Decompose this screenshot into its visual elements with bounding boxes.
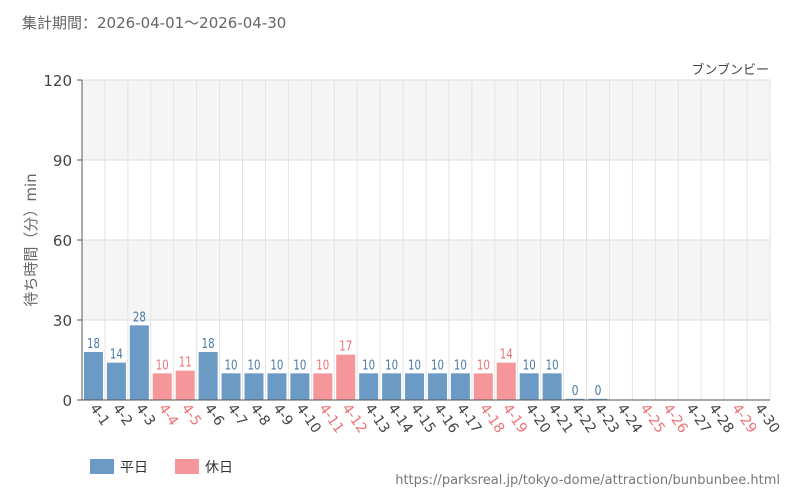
legend-label-holiday: 休日 [205, 460, 233, 476]
value-label-4-5: 11 [179, 356, 192, 371]
x-tick-labels: 4-14-24-34-44-54-64-74-84-94-104-114-124… [86, 401, 782, 436]
bar-4-22 [565, 398, 585, 400]
value-label-4-8: 10 [248, 358, 261, 373]
bar-4-1 [83, 352, 103, 400]
x-tick-label-4-27: 4-27 [682, 401, 713, 436]
value-label-4-20: 10 [523, 358, 536, 373]
x-tick-label-4-30: 4-30 [751, 401, 782, 436]
x-tick-label-4-17: 4-17 [453, 401, 484, 436]
value-label-4-21: 10 [546, 358, 559, 373]
y-tick-label: 0 [62, 392, 72, 410]
bar-4-2 [106, 362, 126, 400]
value-label-4-18: 10 [477, 358, 490, 373]
x-tick-label-4-25: 4-25 [637, 401, 668, 436]
x-tick-label-4-19: 4-19 [499, 401, 530, 436]
bar-4-10 [290, 373, 310, 400]
legend-swatch-holiday [175, 459, 199, 474]
x-tick-label-4-7: 4-7 [224, 401, 250, 429]
x-tick-label-4-15: 4-15 [407, 401, 438, 436]
bar-4-8 [244, 373, 264, 400]
value-label-4-4: 10 [156, 358, 169, 373]
value-label-4-16: 10 [431, 358, 444, 373]
value-label-4-2: 14 [110, 348, 123, 363]
x-tick-label-4-29: 4-29 [728, 401, 759, 436]
legend-label-weekday: 平日 [120, 460, 148, 476]
y-tick-labels: 0 30 60 90 120 [43, 72, 72, 410]
value-label-4-3: 28 [133, 310, 146, 325]
x-tick-label-4-2: 4-2 [109, 401, 135, 429]
bar-4-3 [129, 325, 149, 400]
x-tick-label-4-11: 4-11 [316, 401, 347, 436]
value-label-4-14: 10 [385, 358, 398, 373]
x-tick-label-4-16: 4-16 [430, 401, 461, 436]
y-tick-label: 90 [53, 152, 72, 170]
x-tick-label-4-13: 4-13 [361, 401, 392, 436]
x-tick-label-4-24: 4-24 [614, 401, 645, 436]
x-tick-label-4-6: 4-6 [201, 401, 227, 429]
bar-4-5 [175, 370, 195, 400]
value-label-4-19: 14 [500, 348, 513, 363]
x-tick-label-4-18: 4-18 [476, 401, 507, 436]
value-label-4-23: 0 [595, 384, 602, 399]
bar-4-14 [382, 373, 402, 400]
bar-4-16 [427, 373, 447, 400]
bar-4-17 [450, 373, 470, 400]
y-axis-label: 待ち時間（分）min [22, 173, 40, 306]
bars-group [83, 325, 608, 400]
y-tick-label: 120 [43, 72, 72, 90]
bar-4-15 [405, 373, 425, 400]
y-tick-label: 60 [53, 232, 72, 250]
value-label-4-11: 10 [316, 358, 329, 373]
value-label-4-12: 17 [339, 340, 352, 355]
x-tick-label-4-12: 4-12 [338, 401, 369, 436]
value-label-4-13: 10 [362, 358, 375, 373]
x-tick-label-4-21: 4-21 [545, 401, 576, 436]
bar-4-19 [496, 362, 516, 400]
x-tick-label-4-14: 4-14 [384, 401, 415, 436]
x-tick-label-4-5: 4-5 [178, 401, 204, 429]
bar-4-4 [152, 373, 172, 400]
value-label-4-7: 10 [225, 358, 238, 373]
x-tick-label-4-8: 4-8 [247, 401, 273, 429]
period-label: 集計期間：2026-04-01～2026-04-30 [22, 14, 287, 32]
axes-group [81, 80, 770, 401]
value-labels-group: 18 14 28 10 11 18 10 10 10 10 10 17 10 10 10 10 10 10 14 10… [87, 310, 602, 398]
bar-4-6 [198, 352, 218, 400]
y-tick-label: 30 [53, 312, 72, 330]
x-tick-label-4-4: 4-4 [155, 401, 181, 429]
bar-4-13 [359, 373, 379, 400]
x-tick-label-4-26: 4-26 [660, 401, 691, 436]
value-label-4-9: 10 [270, 358, 283, 373]
x-tick-label-4-20: 4-20 [522, 401, 553, 436]
bar-4-9 [267, 373, 287, 400]
value-label-4-6: 18 [202, 337, 215, 352]
x-tick-label-4-9: 4-9 [270, 401, 296, 429]
value-label-4-1: 18 [87, 337, 100, 352]
bar-4-11 [313, 373, 333, 400]
legend-swatch-weekday [90, 459, 114, 474]
bar-4-21 [542, 373, 562, 400]
bar-4-18 [473, 373, 493, 400]
x-tick-label-4-23: 4-23 [591, 401, 622, 436]
value-label-4-15: 10 [408, 358, 421, 373]
x-tick-label-4-10: 4-10 [293, 401, 324, 436]
value-label-4-22: 0 [572, 384, 579, 399]
legend: 平日 休日 [90, 459, 233, 476]
chart-title: ブンブンビー [691, 62, 769, 78]
value-label-4-10: 10 [293, 358, 306, 373]
bar-4-23 [588, 398, 608, 400]
x-tick-label-4-22: 4-22 [568, 401, 599, 436]
value-label-4-17: 10 [454, 358, 467, 373]
x-tick-label-4-1: 4-1 [86, 401, 112, 429]
x-tick-label-4-3: 4-3 [132, 401, 158, 429]
bar-4-20 [519, 373, 539, 400]
bar-4-12 [336, 354, 356, 400]
source-url: https://parksreal.jp/tokyo-dome/attracti… [395, 473, 780, 488]
x-tick-label-4-28: 4-28 [705, 401, 736, 436]
bar-4-7 [221, 373, 241, 400]
